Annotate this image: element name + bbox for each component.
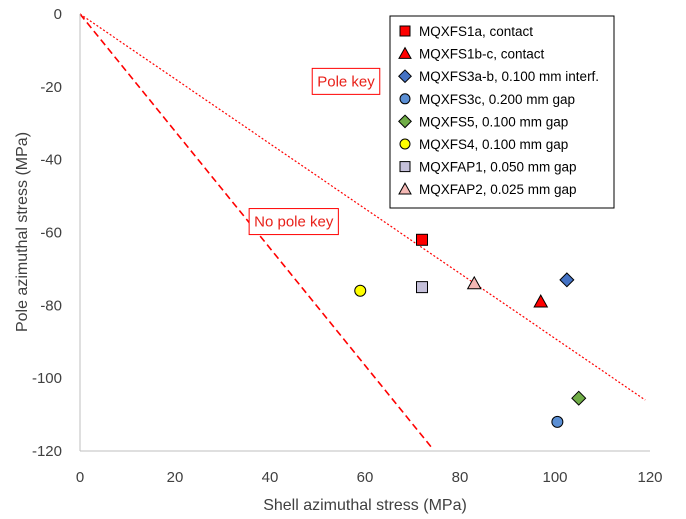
legend-entry: MQXFS1b-c, contact — [419, 47, 545, 62]
y-tick-label: -100 — [32, 370, 62, 387]
x-tick-label: 60 — [357, 469, 374, 486]
x-axis-label: Shell azimuthal stress (MPa) — [263, 497, 467, 514]
data-point-triangle — [466, 275, 482, 290]
annotations: Pole key No pole key — [248, 67, 381, 236]
x-tick-labels: 0 20 40 60 80 100 120 — [76, 469, 663, 486]
x-tick-label: 40 — [262, 469, 279, 486]
x-tick-label: 0 — [76, 469, 84, 486]
data-point-circle — [551, 415, 564, 428]
legend-box — [389, 15, 615, 209]
x-tick-label: 120 — [637, 469, 662, 486]
legend-entry: MQXFAP1, 0.050 mm gap — [419, 160, 577, 175]
annotation: No pole key — [248, 208, 339, 236]
x-tick-label: 100 — [542, 469, 567, 486]
annotation-box — [311, 67, 381, 95]
data-point-square — [416, 281, 428, 294]
data-points — [354, 233, 587, 428]
x-tick-label: 80 — [452, 469, 469, 486]
legend-marker-triangle — [398, 182, 412, 195]
y-tick-labels: 0 -20 -40 -60 -80 -100 -120 — [32, 6, 62, 460]
annotation-box — [248, 208, 339, 236]
x-tick-label: 20 — [167, 469, 184, 486]
y-tick-label: -40 — [40, 152, 62, 169]
legend-marker-diamond — [398, 69, 412, 84]
data-point-circle — [354, 284, 367, 297]
legend-marker-triangle — [398, 46, 412, 59]
y-axis-label: Pole azimuthal stress (MPa) — [14, 132, 31, 332]
annotation: Pole key — [311, 67, 381, 95]
legend-entry: MQXFS1a, contact — [419, 24, 533, 39]
data-point-triangle — [533, 294, 549, 308]
data-point-diamond — [559, 272, 575, 288]
y-tick-label: -120 — [32, 443, 62, 460]
legend-marker-circle — [399, 138, 411, 150]
annotation-text: No pole key — [254, 214, 334, 231]
y-tick-label: -20 — [40, 79, 62, 96]
legend-entry: MQXFS3c, 0.200 mm gap — [419, 92, 575, 107]
legend-entry: MQXFS3a-b, 0.100 mm interf. — [419, 69, 599, 84]
y-tick-label: 0 — [54, 6, 62, 23]
legend-marker-square — [399, 161, 411, 173]
data-point-square — [416, 233, 428, 246]
legend-marker-diamond — [398, 114, 412, 129]
data-point-diamond — [571, 390, 587, 406]
legend-marker-square — [399, 25, 411, 37]
axes — [79, 14, 650, 452]
legend-entry: MQXFS5, 0.100 mm gap — [419, 114, 568, 129]
legend-entry: MQXFAP2, 0.025 mm gap — [419, 182, 577, 197]
legend-entry: MQXFS4, 0.100 mm gap — [419, 137, 568, 152]
legend: MQXFS1a, contact MQXFS1b-c, contact MQXFS3… — [389, 15, 615, 209]
y-tick-label: -60 — [40, 225, 62, 242]
y-tick-label: -80 — [40, 297, 62, 314]
annotation-text: Pole key — [317, 73, 375, 90]
legend-marker-circle — [399, 93, 411, 105]
